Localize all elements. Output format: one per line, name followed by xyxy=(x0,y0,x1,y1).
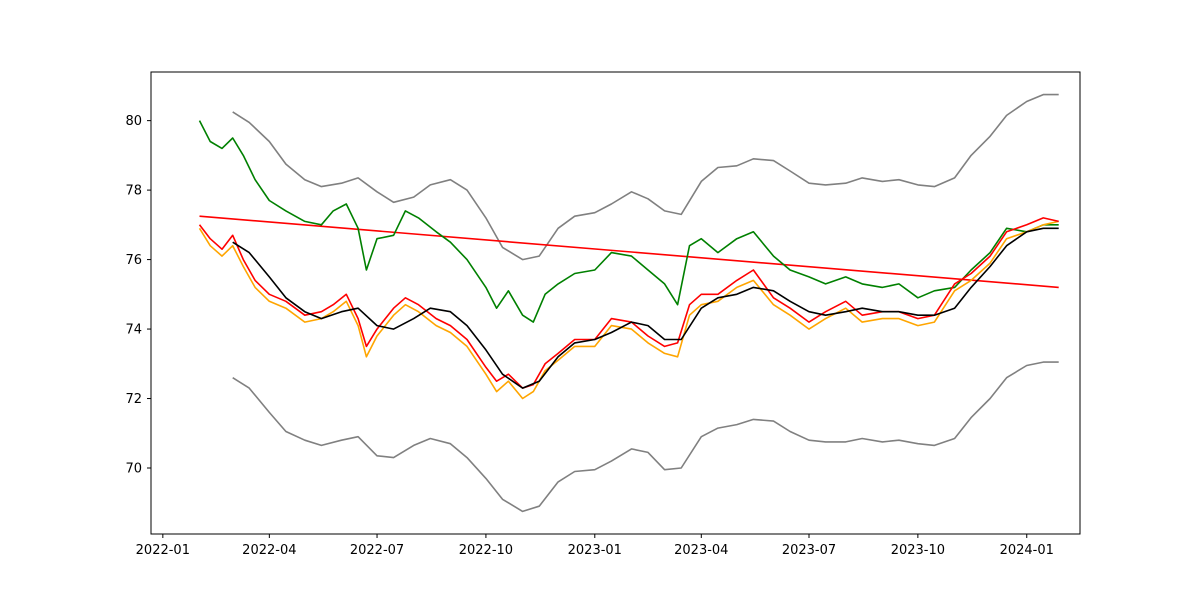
x-tick-label: 2023-10 xyxy=(891,543,945,558)
x-tick-label: 2023-07 xyxy=(782,543,836,558)
x-tick-label: 2023-04 xyxy=(674,543,728,558)
x-tick-label: 2022-04 xyxy=(242,543,296,558)
y-tick-label: 70 xyxy=(125,462,142,477)
series-line-5 xyxy=(198,220,1059,400)
y-tick-label: 78 xyxy=(125,184,142,199)
x-tick-label: 2022-10 xyxy=(459,543,513,558)
x-tick-label: 2023-01 xyxy=(568,543,622,558)
plot-area-frame xyxy=(150,71,1081,535)
x-tick-label: 2024-01 xyxy=(1000,543,1054,558)
x-tick-label: 2022-01 xyxy=(136,543,190,558)
y-tick-label: 80 xyxy=(125,114,142,129)
axes-layer: 2022-01 2022-04 2022-07 2022-10 2023-01 2023-… xyxy=(125,114,1053,558)
series-line-6 xyxy=(198,217,1059,389)
x-tick-label: 2022-07 xyxy=(350,543,404,558)
series-layer xyxy=(198,93,1059,513)
series-line-2 xyxy=(232,361,1059,513)
y-tick-label: 74 xyxy=(125,323,142,338)
series-line-1 xyxy=(232,93,1059,261)
y-tick-label: 72 xyxy=(125,392,142,407)
series-line-3 xyxy=(199,215,1059,289)
series-line-4 xyxy=(198,120,1059,323)
y-tick-label: 76 xyxy=(125,253,142,268)
series-line-7 xyxy=(232,227,1059,389)
